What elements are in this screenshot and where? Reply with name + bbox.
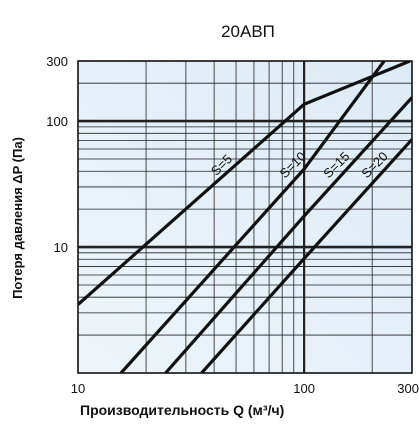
plot-background bbox=[78, 61, 412, 373]
y-tick-label: 100 bbox=[46, 114, 68, 129]
plot-frame bbox=[77, 60, 413, 374]
series-line-2 bbox=[119, 61, 386, 373]
y-tick-label: 300 bbox=[46, 54, 68, 69]
x-tick-label: 100 bbox=[293, 381, 315, 396]
x-axis-label: Производительность Q (м³/ч) bbox=[80, 402, 284, 418]
chart-title: 20АВП bbox=[221, 22, 275, 41]
y-tick-label: 10 bbox=[54, 240, 68, 255]
x-tick-label: 300 bbox=[397, 381, 419, 396]
y-axis-label: Потеря давления ΔP (Па) bbox=[10, 137, 25, 299]
series-line-4 bbox=[200, 138, 412, 373]
series-line-3 bbox=[164, 96, 412, 373]
x-tick-label: 10 bbox=[71, 381, 85, 396]
